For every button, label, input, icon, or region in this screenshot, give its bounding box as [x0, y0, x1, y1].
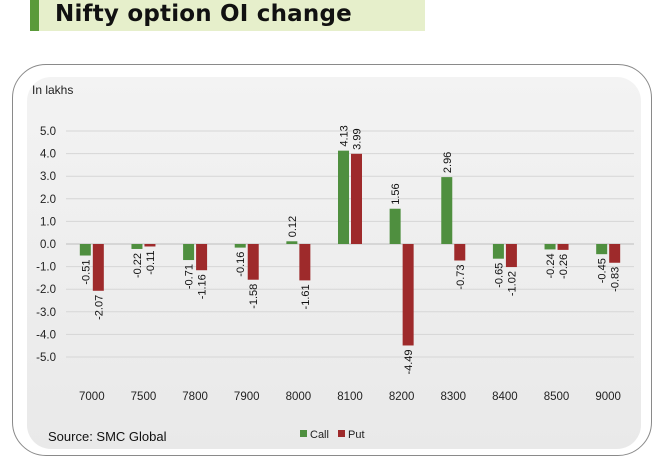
bar-call [131, 244, 143, 249]
bar-put [196, 244, 208, 271]
title-bar: Nifty option OI change [30, 0, 425, 31]
x-tick-label: 8400 [492, 391, 518, 403]
y-tick-label: 0.0 [40, 239, 56, 251]
x-tick-label: 8200 [389, 391, 415, 403]
y-tick-label: -1.0 [36, 262, 56, 274]
x-tick-label: 8100 [337, 391, 363, 403]
x-tick-label: 7800 [182, 391, 208, 403]
legend-label-put: Put [348, 429, 365, 441]
bar-put [609, 244, 621, 263]
x-tick-label: 8500 [544, 391, 570, 403]
x-tick-label: 8300 [440, 391, 466, 403]
bar-put [351, 153, 362, 244]
bar-call [286, 241, 298, 244]
y-tick-label: 3.0 [40, 171, 56, 183]
bar-call [389, 208, 401, 244]
data-label-call: -0.45 [597, 258, 609, 283]
bar-put [144, 244, 156, 247]
legend-label-call: Call [310, 429, 329, 441]
data-label-put: -1.58 [248, 284, 260, 309]
data-label-call: 1.56 [390, 183, 402, 204]
data-label-call: -0.65 [493, 263, 505, 288]
bar-put [454, 244, 466, 261]
bar-put [92, 244, 104, 291]
y-tick-label: -2.0 [36, 284, 56, 296]
data-label-call: 2.96 [442, 152, 454, 173]
x-axis-ticks: 7000 7500 7800 7900 8000 8100 8200 8300 8400 8500… [79, 391, 621, 403]
bar-call [79, 244, 91, 256]
bar-call [338, 150, 349, 244]
legend-swatch-put [338, 430, 345, 437]
data-label-put: -1.16 [197, 274, 209, 299]
data-label-put: -1.02 [506, 271, 518, 296]
data-label-call: 4.13 [339, 125, 351, 146]
x-tick-label: 9000 [595, 391, 621, 403]
data-label-put: 3.99 [352, 128, 364, 149]
x-tick-label: 7500 [131, 391, 157, 403]
data-label-put: -4.49 [403, 349, 415, 374]
y-tick-label: -3.0 [36, 307, 56, 319]
chart-area [27, 77, 641, 449]
data-label-call: -0.22 [132, 253, 144, 278]
data-label-call: -0.71 [184, 264, 196, 289]
data-label-call: 0.12 [287, 216, 299, 237]
bar-put [247, 244, 259, 280]
x-tick-label: 7000 [79, 391, 105, 403]
y-tick-label: 2.0 [40, 194, 56, 206]
data-label-put: -1.61 [300, 284, 312, 309]
data-label-call: -0.16 [235, 252, 247, 277]
bar-call [441, 177, 453, 244]
chart-panel [12, 64, 652, 456]
data-label-put: -0.11 [145, 250, 157, 274]
y-tick-label: 5.0 [40, 126, 56, 138]
bar-put [299, 244, 311, 281]
x-tick-label: 8000 [286, 391, 312, 403]
bar-call [183, 244, 195, 261]
bars [79, 150, 621, 346]
data-label-call: -0.24 [545, 253, 557, 278]
bar-call [492, 244, 504, 259]
bar-put [402, 244, 414, 346]
y-tick-label: -5.0 [36, 352, 56, 364]
bar-call [234, 244, 246, 248]
data-label-put: -2.07 [93, 295, 105, 320]
data-label-put: -0.26 [558, 254, 570, 279]
bar-put [557, 244, 569, 250]
y-tick-label: 4.0 [40, 149, 56, 161]
unit-label: In lakhs [32, 83, 73, 97]
data-labels: -0.51-2.07 -0.22 -0.11 -0.71 -1.16 -0.16-1.58… [80, 125, 621, 374]
data-label-put: -0.83 [610, 267, 622, 292]
y-tick-label: 1.0 [40, 216, 56, 228]
data-label-put: -0.73 [455, 264, 467, 289]
data-label-call: -0.51 [80, 260, 92, 285]
x-tick-label: 7900 [234, 391, 260, 403]
bar-put [505, 244, 517, 268]
gridlines [66, 130, 634, 358]
legend: Call Put [300, 429, 365, 441]
source-note: Source: SMC Global [48, 429, 167, 444]
legend-swatch-call [300, 430, 307, 437]
bar-call [596, 244, 608, 255]
y-tick-label: -4.0 [36, 329, 56, 341]
page-title: Nifty option OI change [55, 1, 352, 27]
y-axis-ticks: 5.0 4.0 3.0 2.0 1.0 0.0 -1.0 -2.0 -3.0 -4.0 -5.0 [36, 126, 56, 364]
bar-call [544, 244, 556, 250]
